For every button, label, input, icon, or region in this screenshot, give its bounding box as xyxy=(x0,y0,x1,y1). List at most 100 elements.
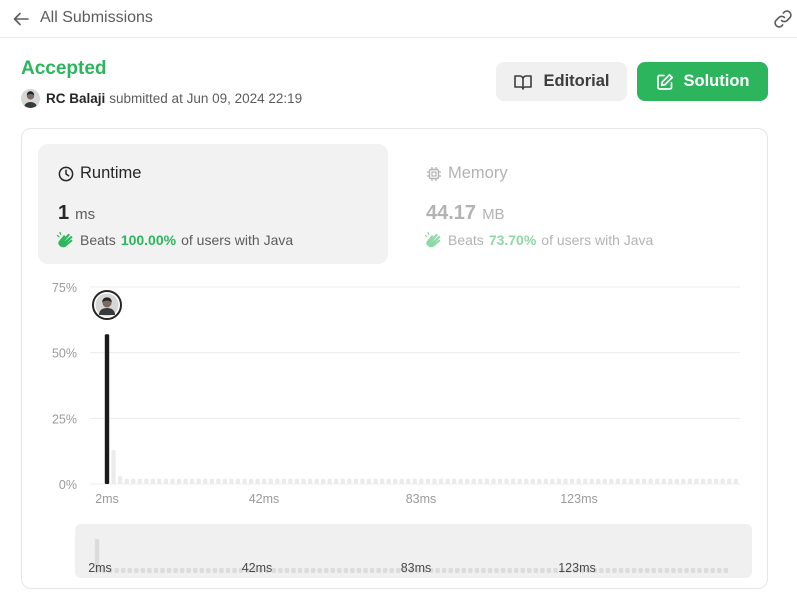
brush-bar xyxy=(324,568,329,573)
bar xyxy=(314,478,319,484)
bar xyxy=(707,478,712,484)
share-link-button[interactable] xyxy=(772,8,794,30)
bar xyxy=(229,478,234,484)
brush-bar xyxy=(546,568,552,573)
bar xyxy=(288,478,293,484)
bar xyxy=(183,478,188,484)
bar xyxy=(176,478,182,484)
brush-bar xyxy=(717,568,722,573)
brush-bar xyxy=(455,568,460,573)
brush-bar xyxy=(684,568,689,573)
brush-bar xyxy=(337,568,342,573)
bar xyxy=(373,478,378,484)
brush-bar xyxy=(212,568,218,573)
performance-card: Runtime 1 ms Beats 100.00% of users with… xyxy=(21,128,768,589)
brush-bar xyxy=(363,568,368,573)
bar xyxy=(727,478,732,484)
brush-bar xyxy=(631,568,637,573)
brush-bar xyxy=(206,568,211,573)
bar xyxy=(366,478,372,484)
bar xyxy=(327,478,332,484)
brush-bar xyxy=(625,568,630,573)
brush-bar xyxy=(658,568,663,573)
bar xyxy=(655,478,660,484)
memory-title: Memory xyxy=(448,164,508,182)
brush-bar xyxy=(383,568,388,573)
brush-bar xyxy=(540,568,545,573)
brush-bar xyxy=(179,568,185,573)
all-submissions-link[interactable]: All Submissions xyxy=(40,9,153,26)
bar xyxy=(733,478,738,484)
brush-bar xyxy=(599,568,604,573)
runtime-beats-prefix: Beats xyxy=(80,232,116,248)
solution-label: Solution xyxy=(683,72,750,90)
brush-bar xyxy=(271,568,277,573)
bar xyxy=(517,478,522,484)
y-tick-label: 75% xyxy=(52,281,77,295)
bar xyxy=(687,478,693,484)
memory-beats-prefix: Beats xyxy=(448,232,484,248)
editorial-button[interactable]: Editorial xyxy=(496,62,627,101)
brush-bar xyxy=(258,568,263,573)
bar xyxy=(255,478,260,484)
brush-bar xyxy=(310,568,316,573)
bar xyxy=(432,478,437,484)
runtime-beats: Beats 100.00% of users with Java xyxy=(56,231,293,249)
runtime-panel[interactable]: Runtime 1 ms Beats 100.00% of users with… xyxy=(38,144,388,264)
bar xyxy=(419,478,424,484)
submitter-username[interactable]: RC Balaji xyxy=(46,91,106,106)
avatar[interactable] xyxy=(21,89,40,108)
bar xyxy=(609,478,614,484)
brush-bar xyxy=(527,568,532,573)
bar xyxy=(268,478,273,484)
bar xyxy=(602,478,607,484)
brush-bar xyxy=(481,568,486,573)
bar xyxy=(386,478,391,484)
bar xyxy=(537,478,542,484)
memory-panel[interactable]: Memory 44.17 MB Beats 73.70% of users wi… xyxy=(406,144,746,264)
bar xyxy=(118,476,123,484)
bar xyxy=(294,478,300,484)
memory-unit: MB xyxy=(482,206,505,223)
solution-button[interactable]: Solution xyxy=(637,62,768,101)
brush-bar xyxy=(579,568,584,573)
brush-bar xyxy=(94,539,100,573)
brush-mini-chart[interactable]: 2ms 42ms 83ms 123ms xyxy=(75,524,752,578)
brush-bar xyxy=(474,568,480,573)
brush-bar xyxy=(461,568,466,573)
bar xyxy=(425,478,431,484)
runtime-distribution-chart[interactable]: 75% 50% 25% 0% 2ms 42ms 83ms 123ms xyxy=(0,280,797,512)
bar xyxy=(301,478,306,484)
x-tick-label: 2ms xyxy=(95,492,119,506)
brush-bar xyxy=(520,568,525,573)
memory-beats-suffix: of users with Java xyxy=(541,232,654,248)
bar xyxy=(511,478,516,484)
bar xyxy=(209,478,214,484)
brush-bar xyxy=(219,568,224,573)
brush-bar xyxy=(343,568,349,573)
brush-bar xyxy=(376,568,381,573)
y-tick-label: 0% xyxy=(59,478,77,492)
bar xyxy=(360,478,365,484)
brush-bar xyxy=(671,568,676,573)
brush-bar xyxy=(487,568,493,573)
brush-bar xyxy=(297,568,303,573)
brush-bar xyxy=(225,568,231,573)
memory-number: 44.17 xyxy=(426,202,477,224)
brush-bar xyxy=(664,568,670,573)
bar xyxy=(399,478,404,484)
bar xyxy=(157,478,162,484)
brush-bar xyxy=(428,568,434,573)
brush-bar xyxy=(645,568,650,573)
bar xyxy=(589,478,594,484)
bar xyxy=(465,478,470,484)
chart-range-brush[interactable]: 2ms 42ms 83ms 123ms xyxy=(75,524,752,578)
book-open-icon xyxy=(514,74,533,90)
bar xyxy=(478,478,483,484)
brush-bar xyxy=(238,568,244,573)
back-button[interactable] xyxy=(11,9,31,29)
edit-icon xyxy=(656,73,673,90)
bar xyxy=(445,478,450,484)
memory-header: Memory xyxy=(426,164,508,183)
brush-bar xyxy=(566,568,571,573)
